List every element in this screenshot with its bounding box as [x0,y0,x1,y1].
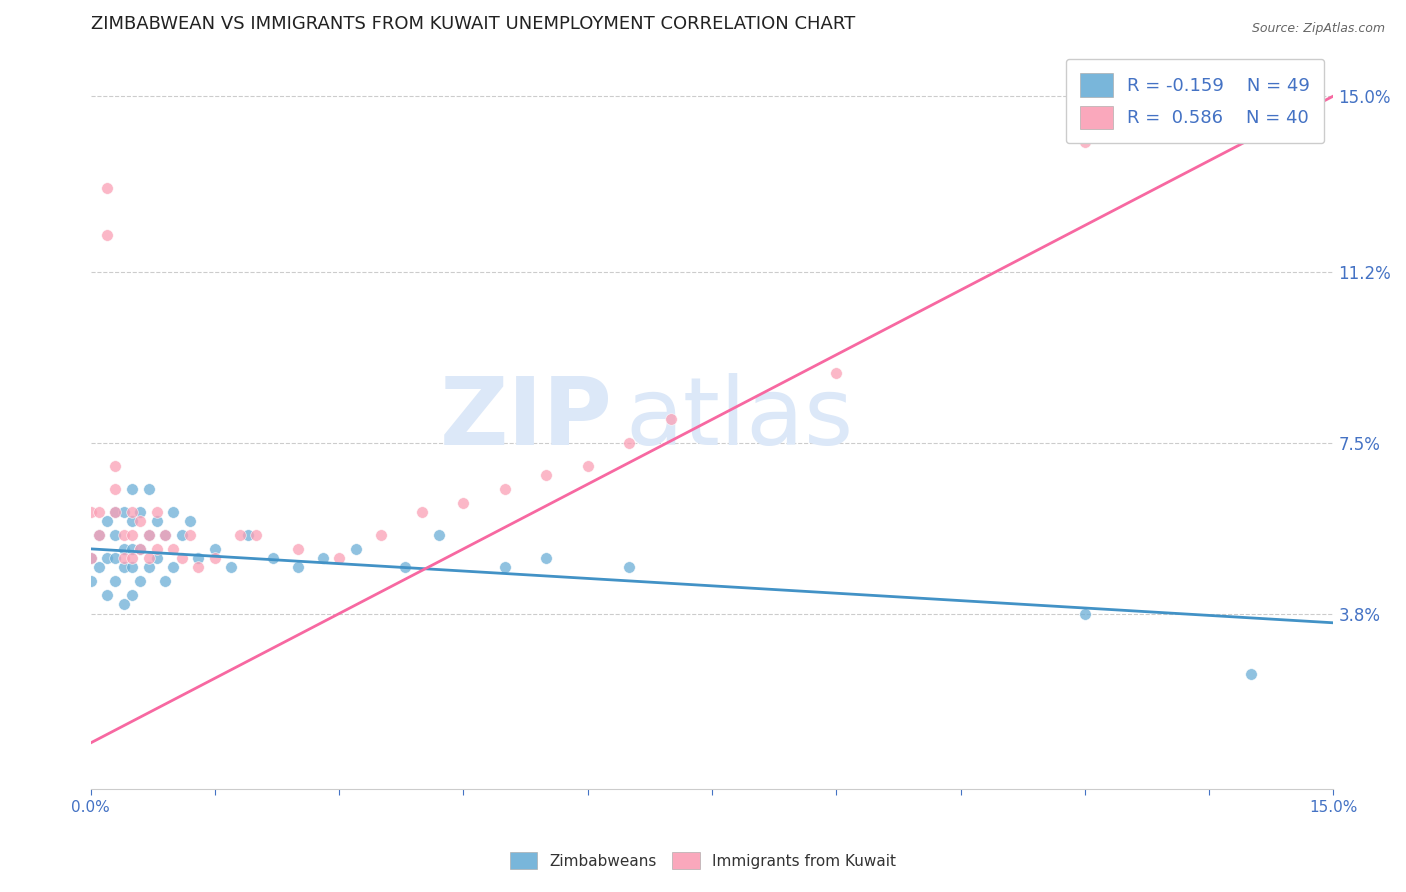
Point [153,528,176,542]
Point [187,560,209,574]
Legend: R = -0.159    N = 49, R =  0.586    N = 40: R = -0.159 N = 49, R = 0.586 N = 40 [1066,59,1324,144]
Point [129,541,152,556]
Point [104,574,127,589]
Point [79,551,101,566]
Point [311,551,333,566]
Point [1074,607,1097,621]
Point [129,574,152,589]
Point [1074,135,1097,149]
Point [204,541,226,556]
Point [87,560,110,574]
Point [112,597,135,611]
Text: Source: ZipAtlas.com: Source: ZipAtlas.com [1251,22,1385,36]
Point [121,560,143,574]
Point [96,181,118,195]
Point [659,412,682,426]
Point [494,482,516,496]
Point [328,551,350,566]
Point [96,227,118,242]
Point [112,541,135,556]
Point [229,528,252,542]
Point [162,541,184,556]
Point [427,528,450,542]
Point [170,528,193,542]
Point [104,505,127,519]
Point [187,551,209,566]
Point [170,551,193,566]
Point [153,574,176,589]
Point [146,551,169,566]
Point [344,541,367,556]
Point [536,467,558,482]
Point [112,505,135,519]
Point [129,514,152,528]
Point [576,458,599,473]
Text: ZIP: ZIP [440,374,613,466]
Point [617,560,640,574]
Point [104,458,127,473]
Point [453,496,475,510]
Point [236,528,259,542]
Point [153,528,176,542]
Point [112,551,135,566]
Point [617,435,640,450]
Point [138,528,160,542]
Point [138,528,160,542]
Point [87,528,110,542]
Point [104,482,127,496]
Point [104,528,127,542]
Legend: Zimbabweans, Immigrants from Kuwait: Zimbabweans, Immigrants from Kuwait [503,846,903,875]
Point [121,551,143,566]
Point [129,541,152,556]
Point [121,482,143,496]
Point [87,528,110,542]
Point [121,528,143,542]
Point [146,541,169,556]
Point [204,551,226,566]
Point [112,560,135,574]
Point [146,514,169,528]
Point [1239,666,1261,681]
Point [138,560,160,574]
Point [287,560,309,574]
Point [121,541,143,556]
Text: atlas: atlas [626,374,853,466]
Point [96,551,118,566]
Point [96,514,118,528]
Point [121,514,143,528]
Point [79,551,101,566]
Point [79,574,101,589]
Point [96,588,118,602]
Point [87,505,110,519]
Point [121,505,143,519]
Point [179,514,201,528]
Point [104,551,127,566]
Point [146,505,169,519]
Point [370,528,392,542]
Point [494,560,516,574]
Point [179,528,201,542]
Point [394,560,416,574]
Point [121,588,143,602]
Point [287,541,309,556]
Point [262,551,284,566]
Text: ZIMBABWEAN VS IMMIGRANTS FROM KUWAIT UNEMPLOYMENT CORRELATION CHART: ZIMBABWEAN VS IMMIGRANTS FROM KUWAIT UNE… [90,15,855,33]
Point [138,551,160,566]
Point [129,505,152,519]
Point [825,366,848,380]
Point [112,528,135,542]
Point [79,505,101,519]
Point [104,505,127,519]
Point [162,560,184,574]
Point [221,560,243,574]
Point [138,482,160,496]
Point [245,528,267,542]
Point [536,551,558,566]
Point [162,505,184,519]
Point [411,505,433,519]
